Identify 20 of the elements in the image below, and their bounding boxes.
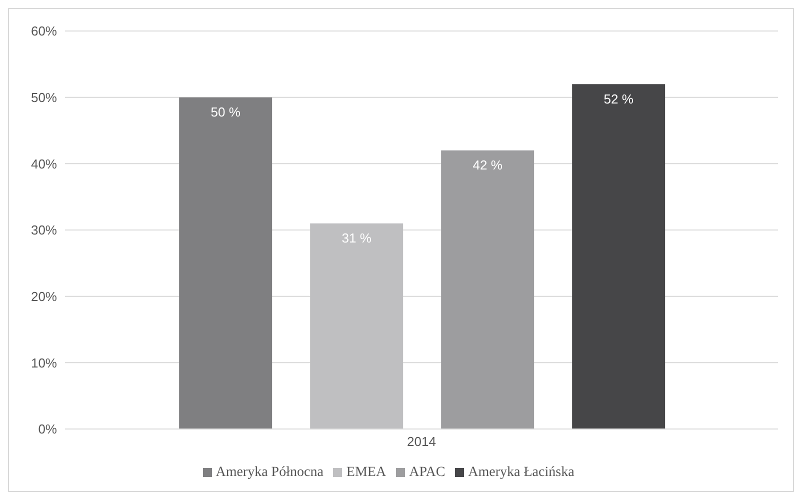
legend-label: EMEA bbox=[346, 465, 386, 480]
data-label: 42 % bbox=[472, 158, 503, 173]
y-tick-label: 0% bbox=[38, 422, 58, 437]
legend-label: Ameryka Północna bbox=[216, 465, 324, 480]
legend-label: APAC bbox=[409, 465, 446, 480]
y-tick-label: 10% bbox=[30, 355, 58, 370]
x-tick-label: 2014 bbox=[407, 434, 436, 450]
legend-label: Ameryka Łacińska bbox=[468, 465, 574, 480]
bar bbox=[310, 223, 404, 429]
data-label: 31 % bbox=[342, 230, 372, 246]
bar bbox=[179, 97, 272, 429]
y-tick-label: 50% bbox=[30, 90, 58, 105]
bar bbox=[441, 150, 534, 429]
data-label: 52 % bbox=[604, 91, 634, 106]
bar bbox=[572, 84, 666, 429]
y-tick-label: 30% bbox=[30, 222, 58, 238]
y-tick-label: 60% bbox=[30, 24, 58, 39]
y-tick-label: 40% bbox=[30, 156, 58, 172]
data-label: 50 % bbox=[210, 104, 241, 120]
y-tick-label: 20% bbox=[30, 288, 58, 304]
